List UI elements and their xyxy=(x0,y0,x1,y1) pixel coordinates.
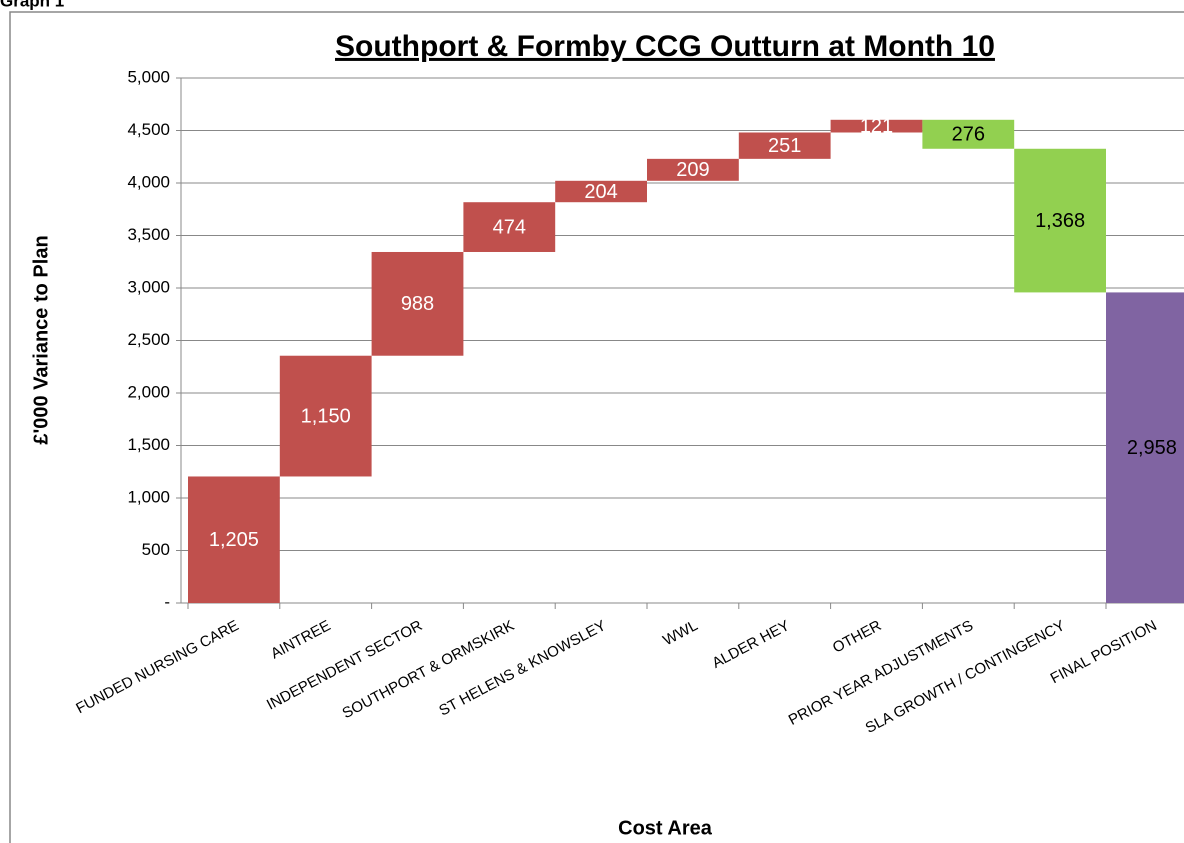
chart-title: Southport & Formby CCG Outturn at Month … xyxy=(335,30,995,63)
bar xyxy=(555,180,647,203)
bar xyxy=(830,119,923,133)
value-label: 2,958 xyxy=(1127,437,1177,459)
bar xyxy=(371,251,464,356)
y-tick-label: 2,500 xyxy=(127,330,170,349)
y-tick-label: - xyxy=(164,592,170,611)
y-tick-label: 1,500 xyxy=(127,435,170,454)
bar xyxy=(738,132,831,159)
y-tick-label: 500 xyxy=(142,540,170,559)
y-tick-label: 1,000 xyxy=(127,487,170,506)
bar xyxy=(922,119,1015,149)
value-label: 1,150 xyxy=(301,405,351,427)
y-tick-label: 3,500 xyxy=(127,225,170,244)
value-label: 209 xyxy=(676,159,709,181)
value-label: 251 xyxy=(768,135,801,157)
value-label: 121 xyxy=(860,115,893,137)
x-axis-title: Cost Area xyxy=(618,817,713,839)
y-tick-label: 3,000 xyxy=(127,277,170,296)
bar xyxy=(647,158,739,181)
value-label: 204 xyxy=(584,181,617,203)
chart-frame xyxy=(9,11,1184,843)
y-tick-label: 5,000 xyxy=(127,67,170,86)
y-tick-label: 4,500 xyxy=(127,120,170,139)
bar xyxy=(1106,292,1184,603)
y-tick-label: 2,000 xyxy=(127,382,170,401)
bar xyxy=(279,355,372,477)
value-label: 1,205 xyxy=(209,529,259,551)
value-label: 474 xyxy=(493,216,526,238)
caption: Graph 1 xyxy=(0,0,64,10)
bar xyxy=(1014,148,1106,293)
y-axis-title: £'000 Variance to Plan xyxy=(30,235,52,444)
bar xyxy=(463,202,556,252)
value-label: 1,368 xyxy=(1035,210,1085,232)
bar xyxy=(188,476,280,603)
value-label: 276 xyxy=(952,124,985,146)
value-label: 988 xyxy=(401,293,434,315)
y-tick-label: 4,000 xyxy=(127,172,170,191)
